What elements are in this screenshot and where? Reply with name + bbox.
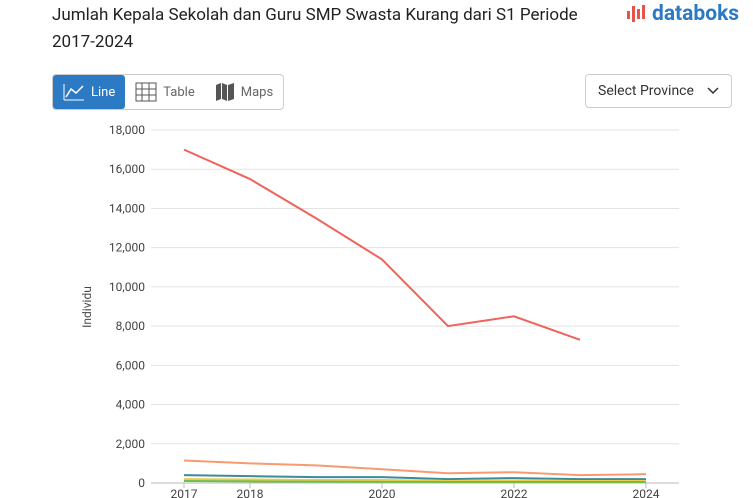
series-line: [183, 480, 646, 484]
y-tick-label: 10,000: [109, 280, 145, 294]
y-tick-label: 14,000: [109, 201, 145, 215]
y-tick-label: 18,000: [109, 123, 145, 137]
chevron: [707, 87, 719, 95]
y-tick-label: 12,000: [109, 241, 145, 255]
table-icon: [135, 82, 157, 102]
tab-label: Line: [91, 84, 116, 100]
x-tick-label: 2017: [171, 487, 198, 498]
series-line: [183, 459, 647, 477]
chart-title: Jumlah Kepala Sekolah dan Guru SMP Swast…: [52, 5, 578, 52]
series-line: [183, 478, 646, 483]
tab-table[interactable]: Table: [125, 75, 204, 109]
tab-line[interactable]: Line: [53, 75, 126, 109]
y-tick-label: 8,000: [116, 319, 146, 333]
series-line: [183, 148, 581, 341]
y-axis-label: Individu: [80, 286, 94, 328]
view-tabs: Line Table Maps: [52, 74, 285, 110]
x-tick-label: 2018: [237, 487, 264, 498]
logo-icon: [627, 5, 645, 22]
line-icon: [63, 84, 84, 101]
x-tick-label: 2022: [501, 487, 528, 498]
logo-text: databoks: [652, 2, 740, 26]
logo: databoks: [625, 2, 739, 26]
x-tick-label: 2024: [633, 487, 660, 498]
y-tick-label: 6,000: [116, 358, 146, 372]
y-tick-label: 0: [138, 476, 145, 490]
y-tick-label: 2,000: [116, 437, 146, 451]
y-tick-label: 4,000: [116, 398, 146, 412]
maps-icon: [215, 83, 234, 101]
tab-maps[interactable]: Maps: [205, 75, 283, 109]
select-label: Select Province: [598, 83, 694, 99]
y-tick-label: 16,000: [109, 162, 145, 176]
tab-label: Maps: [240, 84, 274, 100]
series-line: [183, 474, 646, 481]
x-tick-label: 2020: [369, 487, 396, 498]
province-select[interactable]: Select Province: [585, 74, 732, 108]
tab-label: Table: [163, 84, 195, 100]
